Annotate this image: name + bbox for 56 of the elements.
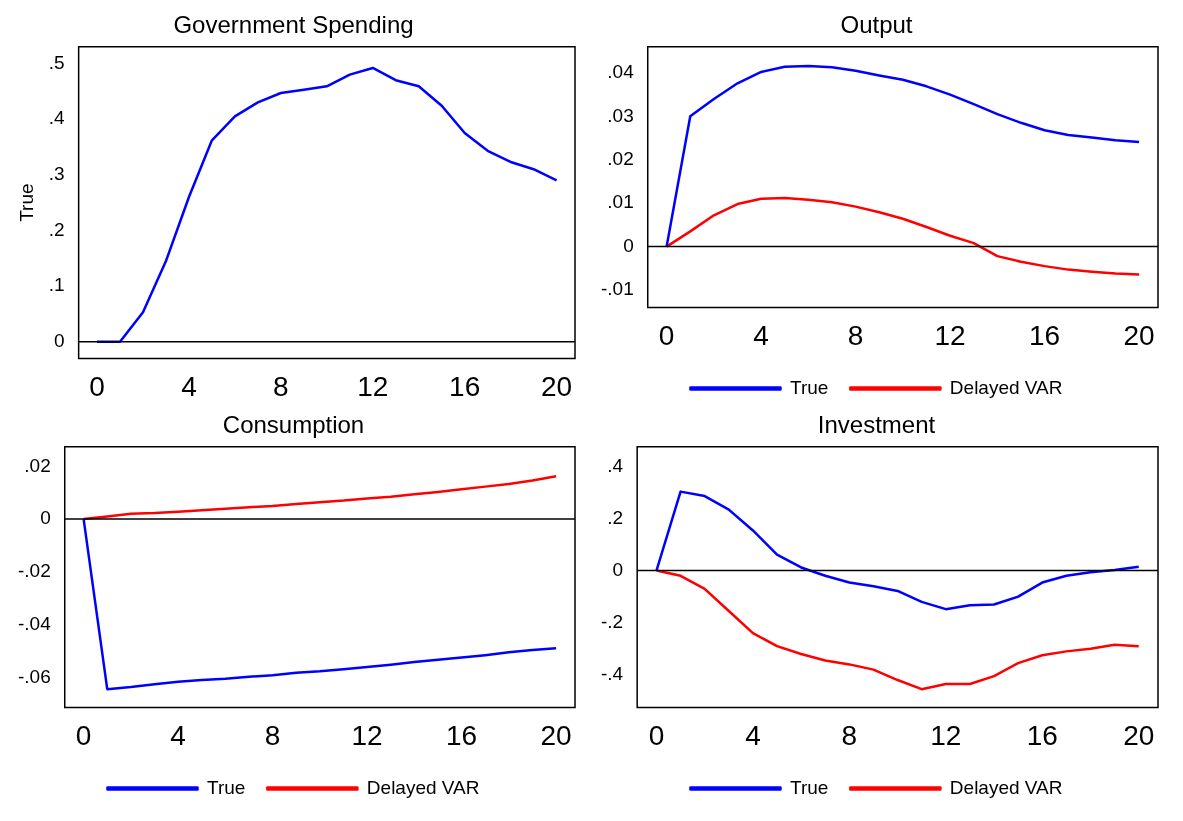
x-tick-label: 4	[170, 719, 186, 751]
y-tick-label: -.04	[17, 612, 52, 634]
y-tick-label: .4	[607, 454, 624, 476]
y-tick-label: -.01	[600, 278, 634, 300]
y-tick-label: 0	[612, 558, 624, 580]
x-tick-label: 20	[541, 370, 573, 402]
x-tick-label: 4	[745, 719, 761, 751]
x-tick-label: 0	[658, 319, 675, 351]
x-tick-label: 16	[449, 370, 481, 402]
y-tick-label: .02	[607, 147, 634, 169]
legend-label: Delayed VAR	[949, 776, 1063, 798]
y-axis-title: True	[15, 183, 37, 222]
y-tick-label: .2	[48, 218, 65, 240]
chart-title: Government Spending	[173, 11, 414, 39]
x-tick-label: 20	[1123, 719, 1155, 751]
x-tick-label: 20	[540, 719, 572, 751]
x-tick-label: 12	[357, 370, 389, 402]
y-tick-label: .02	[24, 454, 51, 476]
x-tick-label: 12	[351, 719, 383, 751]
chart-title: Investment	[817, 411, 936, 439]
y-tick-label: .01	[607, 191, 634, 213]
x-tick-label: 0	[75, 719, 92, 751]
y-tick-label: .5	[48, 51, 65, 73]
x-tick-label: 16	[1029, 319, 1061, 351]
x-tick-label: 0	[648, 719, 665, 751]
legend-label: Delayed VAR	[366, 776, 480, 798]
x-tick-label: 8	[847, 319, 864, 351]
x-tick-label: 8	[264, 719, 281, 751]
x-tick-label: 12	[930, 719, 962, 751]
y-tick-label: .3	[48, 163, 65, 185]
y-tick-label: -.4	[600, 663, 624, 685]
chart-title: Consumption	[222, 411, 365, 439]
x-tick-label: 16	[446, 719, 478, 751]
x-tick-label: 16	[1026, 719, 1058, 751]
y-tick-label: .04	[607, 61, 635, 83]
y-tick-label: 0	[623, 234, 634, 256]
x-tick-label: 4	[181, 370, 197, 402]
y-tick-label: -.2	[600, 610, 624, 632]
y-tick-label: .4	[48, 107, 66, 129]
y-tick-label: .2	[607, 506, 624, 528]
y-tick-label: 0	[40, 507, 51, 529]
legend-label: True	[207, 776, 246, 798]
x-tick-label: 8	[273, 370, 289, 402]
x-tick-label: 4	[753, 319, 769, 351]
legend-label: True	[790, 376, 829, 398]
legend-label: Delayed VAR	[949, 376, 1063, 398]
x-tick-label: 8	[841, 719, 858, 751]
legend-label: True	[790, 776, 829, 798]
x-tick-label: 0	[89, 370, 105, 402]
y-tick-label: .1	[48, 274, 65, 296]
y-tick-label: -.02	[17, 560, 51, 582]
y-tick-label: -.06	[17, 665, 51, 687]
chart-title: Output	[840, 11, 913, 39]
y-tick-label: .03	[607, 104, 634, 126]
x-tick-label: 12	[934, 319, 966, 351]
x-tick-label: 20	[1123, 319, 1155, 351]
